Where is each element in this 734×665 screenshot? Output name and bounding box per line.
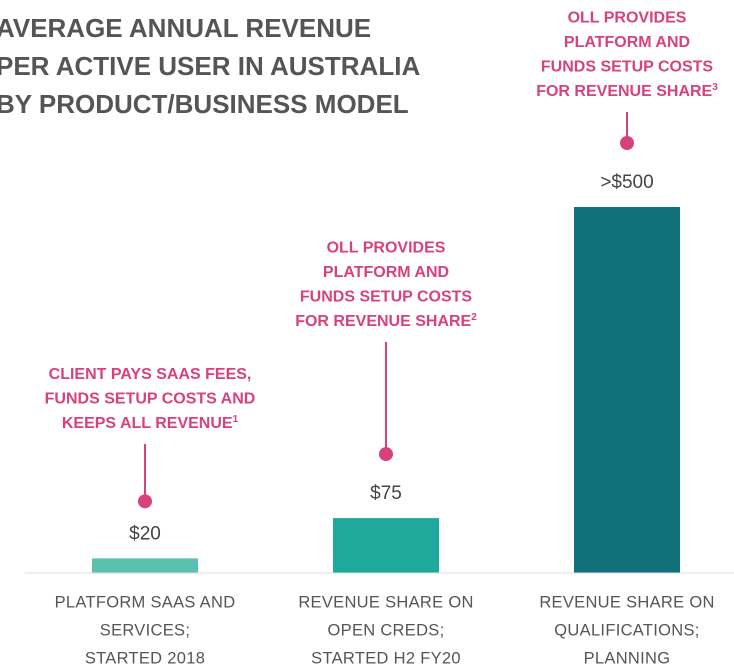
annotation-dot xyxy=(620,136,634,150)
x-tick-label: PLATFORM SAAS AND xyxy=(55,593,236,611)
x-tick-label: PLANNING xyxy=(584,649,671,665)
value-label: $20 xyxy=(129,523,161,544)
annotation-text: OLL PROVIDES xyxy=(568,10,687,27)
annotation-dot xyxy=(138,494,152,509)
annotation-dot xyxy=(379,447,393,462)
value-label: $75 xyxy=(370,483,402,504)
x-tick-label: OPEN CREDS; xyxy=(328,621,445,639)
x-tick-label: REVENUE SHARE ON xyxy=(298,593,473,611)
x-tick-label: REVENUE SHARE ON xyxy=(539,593,714,611)
bar xyxy=(92,558,198,573)
x-tick-label: SERVICES; xyxy=(100,621,190,639)
footnote-mark: 3 xyxy=(712,82,718,93)
annotation-text: FUNDS SETUP COSTS xyxy=(300,289,473,306)
bar xyxy=(574,207,680,573)
chart-title: BY PRODUCT/BUSINESS MODEL xyxy=(0,89,409,119)
annotation-text: OLL PROVIDES xyxy=(327,240,446,257)
bar xyxy=(333,518,439,573)
annotation-text: KEEPS ALL REVENUE1 xyxy=(62,414,239,433)
x-tick-label: STARTED H2 FY20 xyxy=(311,649,461,665)
chart-title: PER ACTIVE USER IN AUSTRALIA xyxy=(0,51,420,81)
annotation-text: PLATFORM AND xyxy=(564,34,690,51)
annotation-text: CLIENT PAYS SAAS FEES, xyxy=(49,366,252,383)
footnote-mark: 1 xyxy=(233,414,239,425)
annotation-text: PLATFORM AND xyxy=(323,264,449,281)
annotation-text: FUNDS SETUP COSTS xyxy=(541,59,714,76)
x-tick-label: STARTED 2018 xyxy=(85,649,205,665)
annotation-text: FUNDS SETUP COSTS AND xyxy=(45,391,256,408)
annotation-text: FOR REVENUE SHARE xyxy=(536,83,712,100)
annotation-text: FOR REVENUE SHARE xyxy=(295,313,471,330)
chart-title: AVERAGE ANNUAL REVENUE xyxy=(0,13,371,43)
annotation-text: FOR REVENUE SHARE2 xyxy=(295,312,477,331)
x-tick-label: QUALIFICATIONS; xyxy=(554,621,699,639)
annotation-text: KEEPS ALL REVENUE xyxy=(62,415,233,432)
annotation-text: FOR REVENUE SHARE3 xyxy=(536,82,718,101)
footnote-mark: 2 xyxy=(471,312,477,323)
value-label: >$500 xyxy=(600,172,653,193)
